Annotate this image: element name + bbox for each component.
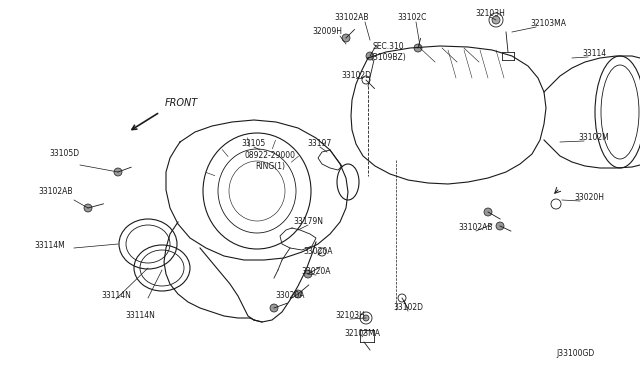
Circle shape (363, 315, 369, 321)
Text: 33114M: 33114M (35, 241, 65, 250)
Circle shape (484, 208, 492, 216)
Text: 33102C: 33102C (397, 13, 427, 22)
Text: 33114N: 33114N (101, 292, 131, 301)
Text: 33105: 33105 (242, 140, 266, 148)
Circle shape (294, 290, 302, 298)
Text: 32103MA: 32103MA (530, 19, 566, 29)
Text: 33020A: 33020A (301, 267, 331, 276)
Text: 33179N: 33179N (293, 218, 323, 227)
Text: 33102AB: 33102AB (459, 224, 493, 232)
Text: 33020A: 33020A (275, 292, 305, 301)
Text: 32103H: 32103H (475, 10, 505, 19)
Text: 33197: 33197 (308, 140, 332, 148)
Text: FRONT: FRONT (165, 98, 198, 108)
Circle shape (270, 304, 278, 312)
Text: 32103MA: 32103MA (344, 330, 380, 339)
Text: SEC.310
(3109BZ): SEC.310 (3109BZ) (370, 42, 406, 62)
Text: 33102AB: 33102AB (335, 13, 369, 22)
Circle shape (496, 222, 504, 230)
Text: 32103H: 32103H (335, 311, 365, 321)
Text: 32009H: 32009H (312, 28, 342, 36)
Text: 33020A: 33020A (303, 247, 333, 257)
Text: J33100GD: J33100GD (557, 350, 595, 359)
Circle shape (304, 270, 312, 278)
Circle shape (492, 16, 500, 24)
Text: 33114: 33114 (582, 49, 606, 58)
Circle shape (366, 52, 374, 60)
Text: 33102M: 33102M (578, 134, 609, 142)
Text: 33105D: 33105D (49, 150, 79, 158)
Text: 33020H: 33020H (574, 193, 604, 202)
Text: 33114N: 33114N (125, 311, 155, 321)
Circle shape (414, 44, 422, 52)
Circle shape (342, 34, 350, 42)
Circle shape (84, 204, 92, 212)
Text: 08922-29000
RING(1): 08922-29000 RING(1) (244, 151, 296, 171)
Text: 33102AB: 33102AB (39, 187, 73, 196)
Circle shape (114, 168, 122, 176)
Text: 33102D: 33102D (393, 304, 423, 312)
Text: 33102D: 33102D (341, 71, 371, 80)
